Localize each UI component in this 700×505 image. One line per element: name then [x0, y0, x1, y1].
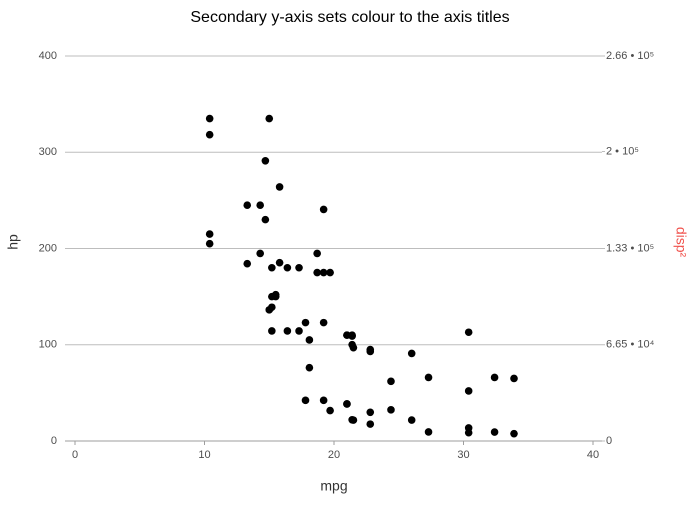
point	[313, 268, 321, 277]
point	[305, 363, 314, 372]
y-tick-label: 100	[39, 339, 57, 351]
y-tick-label: 0	[51, 435, 57, 447]
y2-tick-label: 2 • 10⁵	[606, 145, 639, 157]
point	[256, 249, 264, 258]
point	[366, 408, 375, 417]
point	[295, 327, 303, 335]
point	[261, 215, 270, 224]
point	[319, 205, 328, 214]
point	[348, 416, 356, 424]
point	[243, 259, 252, 268]
y-tick-label: 200	[39, 242, 57, 254]
point	[326, 268, 334, 277]
point	[366, 420, 375, 428]
point	[205, 114, 214, 123]
point	[261, 156, 270, 165]
x-tick-label: 10	[198, 449, 210, 461]
point	[305, 336, 314, 344]
x-tick-label: 30	[457, 449, 469, 461]
point	[326, 406, 334, 415]
point	[348, 340, 356, 349]
point	[510, 429, 518, 438]
x-tick-label: 20	[328, 449, 340, 461]
point	[387, 406, 395, 414]
y2-tick-label: 0	[606, 435, 612, 447]
point	[271, 290, 280, 299]
point	[283, 263, 292, 272]
point	[343, 400, 351, 408]
point	[275, 183, 284, 191]
point	[348, 332, 356, 340]
point	[319, 268, 328, 277]
y2-tick-label: 1.33 • 10⁵	[606, 242, 654, 254]
point	[301, 396, 310, 405]
x-axis-title: mpg	[320, 478, 347, 494]
point	[268, 263, 276, 272]
point	[283, 327, 292, 335]
point	[366, 345, 375, 354]
point	[424, 373, 433, 382]
y2-tick-label: 2.66 • 10⁵	[606, 50, 654, 62]
point	[295, 263, 303, 272]
point	[464, 387, 473, 395]
point	[243, 201, 252, 209]
chart-title: Secondary y-axis sets colour to the axis…	[190, 9, 509, 26]
point	[490, 428, 499, 436]
y-tick-label: 400	[39, 50, 57, 62]
point	[301, 318, 310, 327]
point	[319, 318, 328, 327]
point	[464, 424, 473, 432]
point	[407, 349, 416, 358]
point	[407, 416, 416, 424]
point	[510, 374, 518, 383]
y-tick-label: 300	[39, 146, 57, 158]
y2-tick-label: 6.65 • 10⁴	[606, 339, 655, 351]
point	[205, 130, 214, 139]
x-tick-label: 40	[587, 449, 599, 461]
y-axis-title: hp	[5, 234, 21, 250]
point	[387, 377, 395, 386]
point	[464, 328, 473, 337]
point	[265, 306, 274, 314]
point	[205, 239, 214, 248]
point	[424, 428, 433, 436]
point	[275, 258, 284, 267]
point	[256, 201, 264, 209]
point	[490, 373, 499, 382]
point	[268, 327, 276, 335]
point	[319, 396, 328, 405]
y2-axis-title: disp²	[673, 227, 689, 258]
point	[313, 249, 321, 258]
point	[265, 114, 274, 123]
point	[205, 230, 214, 238]
x-tick-label: 0	[72, 449, 78, 461]
